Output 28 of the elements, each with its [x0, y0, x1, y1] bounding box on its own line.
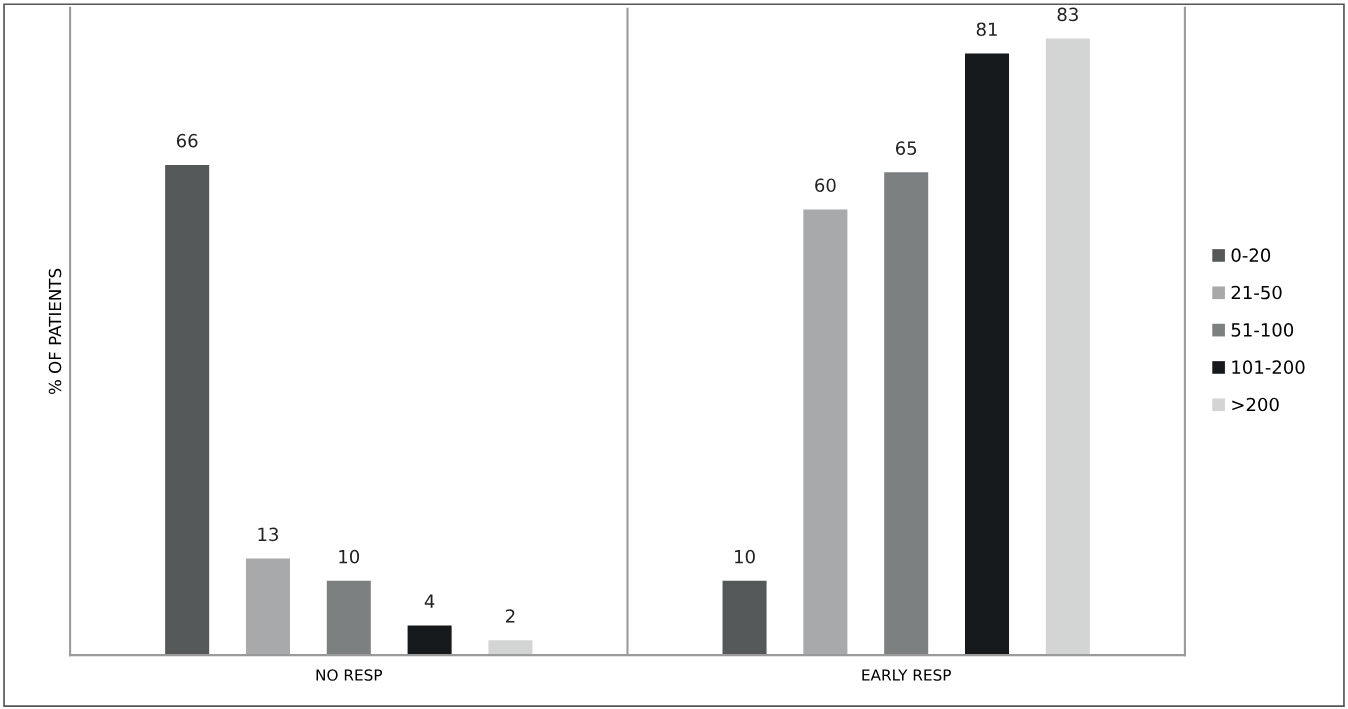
data-label: 10 — [735, 549, 755, 564]
x-tick-label: NO RESP — [316, 669, 383, 681]
legend-label: 101-200 — [1232, 360, 1305, 375]
legend-label: 21-50 — [1231, 285, 1282, 300]
bar — [965, 53, 1010, 656]
legend-label: 51-100 — [1231, 323, 1294, 337]
bar — [165, 164, 210, 656]
data-label: 60 — [815, 178, 836, 193]
bar — [245, 558, 290, 656]
bar — [1045, 38, 1090, 656]
bar — [488, 640, 533, 656]
bar — [722, 580, 767, 656]
data-label: 10 — [339, 549, 360, 564]
data-label: 4 — [424, 594, 435, 608]
data-label: 65 — [895, 141, 917, 155]
data-label: 83 — [1057, 7, 1078, 22]
legend-label: 0-20 — [1231, 248, 1271, 263]
x-tick-label: EARLY RESP — [862, 669, 951, 681]
bar — [326, 580, 371, 656]
legend-label: >200 — [1232, 397, 1279, 412]
data-label: 13 — [258, 527, 279, 542]
bar — [407, 625, 452, 656]
data-label: 81 — [976, 22, 997, 37]
bar — [803, 209, 848, 656]
data-label: 2 — [506, 609, 515, 623]
y-axis-title: % OF PATIENTS — [48, 268, 62, 395]
bar — [884, 172, 929, 656]
data-label: 66 — [176, 133, 198, 148]
